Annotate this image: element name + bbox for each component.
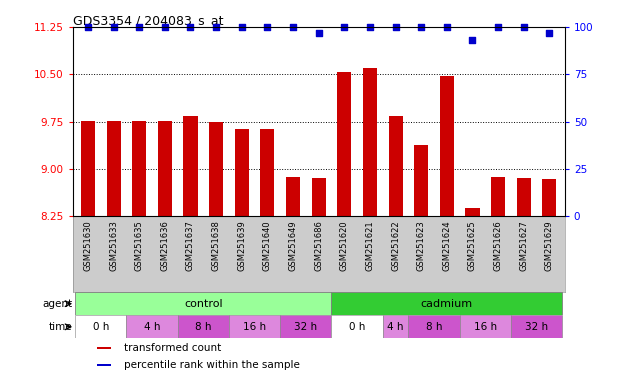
Bar [97, 364, 111, 366]
Bar [408, 315, 459, 338]
Bar [389, 116, 403, 216]
Text: GSM251623: GSM251623 [416, 220, 426, 271]
Bar [286, 177, 300, 216]
Bar [542, 179, 557, 216]
Text: control: control [184, 299, 223, 309]
Text: 8 h: 8 h [195, 322, 211, 332]
Text: 8 h: 8 h [426, 322, 442, 332]
Text: cadmium: cadmium [421, 299, 473, 309]
Bar [511, 315, 562, 338]
Text: 4 h: 4 h [387, 322, 404, 332]
Point [134, 24, 144, 30]
Bar [280, 315, 331, 338]
Bar [97, 347, 111, 349]
Bar [337, 72, 351, 216]
Text: GSM251686: GSM251686 [314, 220, 323, 271]
Text: percentile rank within the sample: percentile rank within the sample [124, 360, 300, 370]
Point [339, 24, 350, 30]
Bar [81, 121, 95, 216]
Bar [414, 145, 428, 216]
Point [468, 37, 478, 43]
Text: GSM251621: GSM251621 [365, 220, 374, 271]
Point [442, 24, 452, 30]
Bar [132, 121, 146, 216]
Text: 4 h: 4 h [144, 322, 160, 332]
Bar [517, 178, 531, 216]
Text: GSM251620: GSM251620 [339, 220, 349, 271]
Text: GSM251624: GSM251624 [442, 220, 451, 271]
Bar [126, 315, 178, 338]
Text: GSM251638: GSM251638 [211, 220, 221, 271]
Bar [158, 121, 172, 216]
Bar [235, 129, 249, 216]
Text: GSM251649: GSM251649 [288, 220, 298, 271]
Point [83, 24, 93, 30]
Text: 32 h: 32 h [525, 322, 548, 332]
Bar [363, 68, 377, 216]
Text: 0 h: 0 h [93, 322, 109, 332]
Point [365, 24, 375, 30]
Point [237, 24, 247, 30]
Bar [466, 208, 480, 216]
Bar [491, 177, 505, 216]
Text: 32 h: 32 h [294, 322, 317, 332]
Text: GSM251630: GSM251630 [83, 220, 93, 271]
Text: GSM251622: GSM251622 [391, 220, 400, 271]
Bar [184, 116, 198, 216]
Text: time: time [49, 322, 73, 332]
Point [391, 24, 401, 30]
Point [211, 24, 221, 30]
Bar [75, 315, 126, 338]
Text: 16 h: 16 h [243, 322, 266, 332]
Text: GSM251635: GSM251635 [134, 220, 144, 271]
Text: GDS3354 / 204083_s_at: GDS3354 / 204083_s_at [73, 14, 223, 27]
Bar [312, 178, 326, 216]
Point [519, 24, 529, 30]
Bar [209, 122, 223, 216]
Text: GSM251636: GSM251636 [160, 220, 169, 271]
Text: 16 h: 16 h [474, 322, 497, 332]
Text: agent: agent [42, 299, 73, 309]
Text: 0 h: 0 h [349, 322, 365, 332]
Bar [75, 292, 331, 315]
Bar [107, 121, 121, 216]
Text: GSM251633: GSM251633 [109, 220, 118, 271]
Bar [261, 129, 274, 216]
Point [416, 24, 427, 30]
Text: GSM251625: GSM251625 [468, 220, 477, 271]
Point [109, 24, 119, 30]
Point [186, 24, 196, 30]
Text: GSM251640: GSM251640 [263, 220, 272, 271]
Bar [459, 315, 511, 338]
Point [160, 24, 170, 30]
Text: GSM251627: GSM251627 [519, 220, 528, 271]
Point [545, 30, 555, 36]
Text: transformed count: transformed count [124, 343, 221, 353]
Bar [229, 315, 280, 338]
Text: GSM251637: GSM251637 [186, 220, 195, 271]
Point [493, 24, 503, 30]
Text: GSM251639: GSM251639 [237, 220, 246, 271]
Point [288, 24, 298, 30]
Bar [383, 315, 408, 338]
Text: GSM251626: GSM251626 [493, 220, 503, 271]
Point [314, 30, 324, 36]
Text: GSM251629: GSM251629 [545, 220, 554, 271]
Bar [331, 292, 562, 315]
Bar [440, 76, 454, 216]
Bar [178, 315, 229, 338]
Point [262, 24, 273, 30]
Bar [331, 315, 383, 338]
